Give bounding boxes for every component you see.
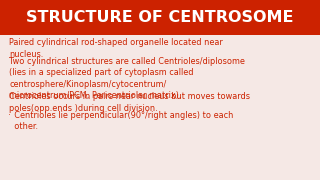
Text: Paired cylindrical rod-shaped organelle located near
nucleus.: Paired cylindrical rod-shaped organelle …	[9, 39, 223, 59]
Text: Centrioles occurs in pairs near nucleus but moves towards
poles(opp.ends )during: Centrioles occurs in pairs near nucleus …	[9, 93, 250, 113]
Bar	[0, 0, 320, 35]
Text: STRUCTURE OF CENTROSOME: STRUCTURE OF CENTROSOME	[26, 10, 294, 25]
Text: Two cylindrical structures are called Centrioles/diplosome
(lies in a specialize: Two cylindrical structures are called Ce…	[9, 57, 245, 100]
Text: Centrioles lie perpendicular(90°/right angles) to each
  other.: Centrioles lie perpendicular(90°/right a…	[9, 111, 233, 131]
Text: ·: ·	[8, 111, 11, 120]
